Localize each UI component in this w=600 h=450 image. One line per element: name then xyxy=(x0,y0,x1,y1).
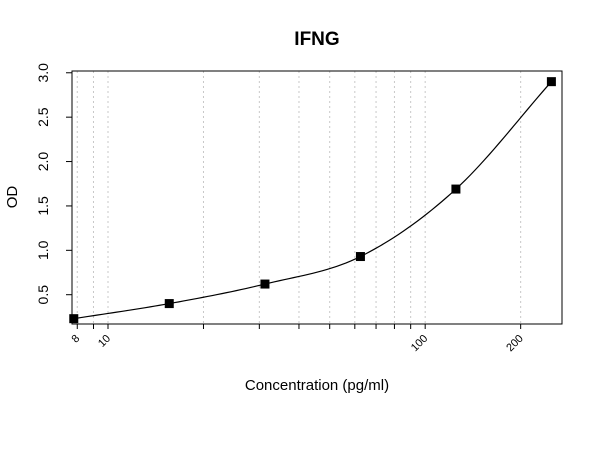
fit-curve xyxy=(73,81,552,320)
y-axis: 0.5 1.0 1.5 2.0 2.5 3.0 xyxy=(35,63,72,305)
data-point xyxy=(69,314,79,324)
data-point xyxy=(546,77,556,87)
data-point xyxy=(260,279,270,289)
y-tick-label: 1.0 xyxy=(35,240,51,260)
x-tick-label: 8 xyxy=(70,333,83,346)
data-point xyxy=(164,299,174,309)
x-axis-title: Concentration (pg/ml) xyxy=(245,377,389,394)
y-tick-label: 1.5 xyxy=(35,196,51,216)
y-tick-label: 3.0 xyxy=(35,63,51,83)
data-point xyxy=(451,184,461,194)
data-point xyxy=(355,252,365,262)
x-tick-label: 100 xyxy=(409,333,430,354)
y-tick-label: 2.5 xyxy=(35,107,51,127)
x-tick-label: 200 xyxy=(504,333,525,354)
fit-curve-layer xyxy=(73,81,552,320)
y-tick-label: 0.5 xyxy=(35,285,51,305)
plot-frame xyxy=(71,70,563,325)
x-tick-label: 10 xyxy=(96,333,113,350)
x-axis: 8 10 100 200 xyxy=(70,324,526,354)
y-axis-title: OD xyxy=(4,186,21,209)
chart-title: IFNG xyxy=(294,29,339,50)
y-tick-label: 2.0 xyxy=(35,152,51,172)
data-points xyxy=(69,77,556,324)
grid-lines xyxy=(76,71,522,324)
